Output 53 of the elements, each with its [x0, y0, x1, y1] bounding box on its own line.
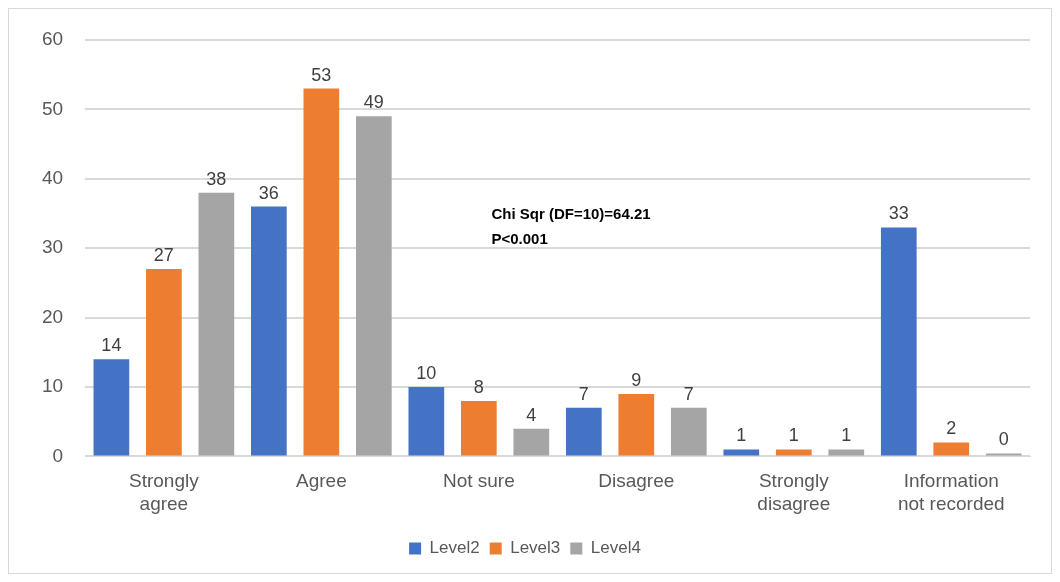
bar — [146, 269, 182, 456]
data-label: 49 — [363, 92, 384, 113]
y-tick-label: 20 — [41, 305, 64, 327]
data-label: 10 — [416, 362, 437, 383]
data-label: 53 — [311, 64, 332, 85]
data-label: 1 — [788, 425, 799, 446]
bar — [251, 206, 287, 456]
bar — [303, 88, 340, 456]
y-tick-label: 50 — [41, 97, 64, 119]
bar — [618, 393, 655, 456]
legend-label: Level2 — [429, 538, 480, 558]
x-tick-label: Not sure — [442, 470, 515, 492]
bar — [933, 442, 970, 456]
bar — [828, 449, 865, 456]
x-tick-label: Agree — [296, 470, 347, 492]
bar — [93, 359, 130, 456]
x-tick-label: Information not recorded — [897, 470, 1005, 514]
x-tick-label: Strongly disagree — [757, 470, 831, 514]
bar — [198, 192, 235, 456]
y-tick-label: 40 — [41, 167, 64, 189]
data-label: 4 — [526, 404, 537, 425]
bar — [775, 449, 812, 456]
data-label: 1 — [736, 425, 747, 446]
data-label: 7 — [578, 383, 589, 404]
bar — [460, 400, 497, 456]
data-label: 1 — [841, 425, 852, 446]
legend-label: Level4 — [590, 538, 641, 558]
y-tick-label: 30 — [41, 236, 64, 258]
data-label: 36 — [258, 182, 279, 203]
bar — [408, 387, 445, 456]
data-label: 27 — [153, 244, 174, 265]
data-label: 38 — [206, 168, 227, 189]
data-label: 8 — [473, 376, 484, 397]
bar — [356, 116, 392, 456]
y-tick-label: 0 — [52, 444, 64, 466]
bar — [880, 227, 917, 456]
bar — [513, 428, 550, 456]
data-label: 7 — [683, 383, 694, 404]
x-tick-label: Disagree — [598, 470, 675, 492]
y-tick-label: 10 — [41, 375, 64, 397]
annotation: Chi Sqr (DF=10)=64.21 — [491, 205, 651, 223]
bar — [723, 449, 760, 456]
bar — [670, 407, 707, 456]
data-label: 33 — [888, 203, 909, 224]
bar — [565, 407, 602, 456]
data-label: 9 — [631, 369, 642, 390]
x-tick-label: Strongly agree — [129, 470, 200, 514]
y-tick-label: 60 — [41, 28, 64, 50]
annotation: P<0.001 — [491, 230, 548, 248]
data-label: 0 — [998, 429, 1009, 450]
legend-label: Level3 — [510, 538, 561, 558]
data-label: 14 — [101, 335, 122, 356]
data-label: 2 — [946, 418, 957, 439]
